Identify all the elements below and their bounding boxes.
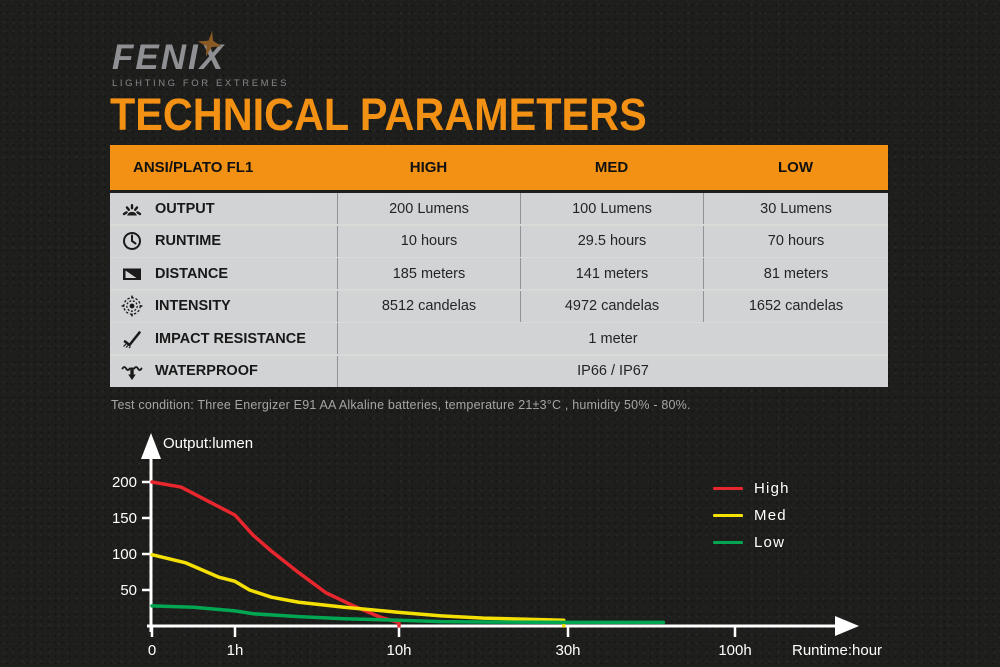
table-row-output-label: OUTPUT (110, 193, 337, 224)
intensity-med: 4972 candelas (520, 290, 703, 322)
fenix-logo: FENIX LIGHTING FOR EXTREMES (112, 31, 290, 89)
table-row-runtime-label: RUNTIME (110, 225, 337, 257)
table-row-intensity-label: INTENSITY (110, 290, 337, 322)
runtime-low: 70 hours (703, 225, 888, 257)
x-axis-arrow-icon (835, 616, 859, 636)
legend-label: Med (754, 507, 787, 524)
svg-text:200: 200 (112, 474, 137, 491)
runtime-chart: 0 1h 10h 30h 100h 200 150 100 50 Output:lumen Runt… (112, 433, 882, 659)
runtime-icon (120, 229, 144, 253)
impact-value: 1 meter (337, 323, 888, 355)
test-condition-note: Test condition: Three Energizer E91 AA A… (111, 398, 691, 412)
axis-ticks (142, 480, 737, 637)
legend-label: Low (754, 534, 786, 551)
output-med: 100 Lumens (520, 193, 703, 224)
output-low: 30 Lumens (703, 193, 888, 224)
waterproof-value: IP66 / IP67 (337, 355, 888, 387)
high-line-swatch (713, 486, 743, 491)
distance-med: 141 meters (520, 258, 703, 290)
row-label: DISTANCE (155, 265, 229, 282)
intensity-icon (120, 294, 144, 318)
legend-item-low: Low (713, 533, 790, 552)
output-icon (120, 197, 144, 221)
legend-item-high: High (713, 479, 790, 498)
row-label: INTENSITY (155, 298, 231, 315)
header-med: MED (594, 159, 629, 176)
star-icon (197, 31, 222, 57)
axis-labels: 0 1h 10h 30h 100h 200 150 100 50 Output:lumen Runt… (112, 435, 882, 659)
brand-name: FENIX (112, 38, 226, 77)
intensity-high: 8512 candelas (337, 290, 520, 322)
runtime-high: 10 hours (337, 225, 520, 257)
intensity-low: 1652 candelas (703, 290, 888, 322)
svg-text:0: 0 (148, 642, 156, 659)
row-label: WATERPROOF (155, 363, 258, 380)
table-row-impact-label: IMPACT RESISTANCE (110, 323, 337, 355)
page-title: TECHNICAL PARAMETERS (110, 89, 647, 140)
row-label: IMPACT RESISTANCE (155, 330, 306, 347)
svg-text:10h: 10h (386, 642, 411, 659)
low-line-swatch (713, 540, 743, 545)
header-standard: ANSI/PLATO FL1 (133, 159, 254, 176)
table-body: OUTPUT 200 Lumens 100 Lumens 30 Lumens R… (110, 193, 888, 387)
svg-text:30h: 30h (555, 642, 580, 659)
legend-label: High (754, 480, 790, 497)
row-label: RUNTIME (155, 233, 222, 250)
header-low: LOW (778, 159, 813, 176)
legend-item-med: Med (713, 506, 790, 525)
distance-low: 81 meters (703, 258, 888, 290)
distance-icon (120, 262, 144, 286)
brand-tagline: LIGHTING FOR EXTREMES (112, 78, 290, 89)
med-line-swatch (713, 513, 743, 518)
impact-resistance-icon (120, 327, 144, 351)
row-label: OUTPUT (155, 200, 215, 217)
output-high: 200 Lumens (337, 193, 520, 224)
chart-series (150, 480, 666, 628)
svg-text:100: 100 (112, 546, 137, 563)
svg-text:1h: 1h (227, 642, 244, 659)
waterproof-icon (120, 359, 144, 383)
table-row-distance-label: DISTANCE (110, 258, 337, 290)
y-axis-arrow-icon (141, 433, 161, 459)
spec-table: ANSI/PLATO FL1 HIGH MED LOW (110, 145, 888, 387)
table-row-waterproof-label: WATERPROOF (110, 355, 337, 387)
svg-text:Runtime:hour: Runtime:hour (792, 642, 882, 659)
svg-text:50: 50 (120, 582, 137, 599)
chart-legend: High Med Low (713, 479, 790, 552)
svg-text:150: 150 (112, 510, 137, 527)
header-high: HIGH (409, 159, 448, 176)
table-header-row: ANSI/PLATO FL1 HIGH MED LOW (110, 145, 888, 190)
runtime-med: 29.5 hours (520, 225, 703, 257)
svg-text:Output:lumen: Output:lumen (163, 435, 253, 452)
svg-text:100h: 100h (718, 642, 751, 659)
distance-high: 185 meters (337, 258, 520, 290)
